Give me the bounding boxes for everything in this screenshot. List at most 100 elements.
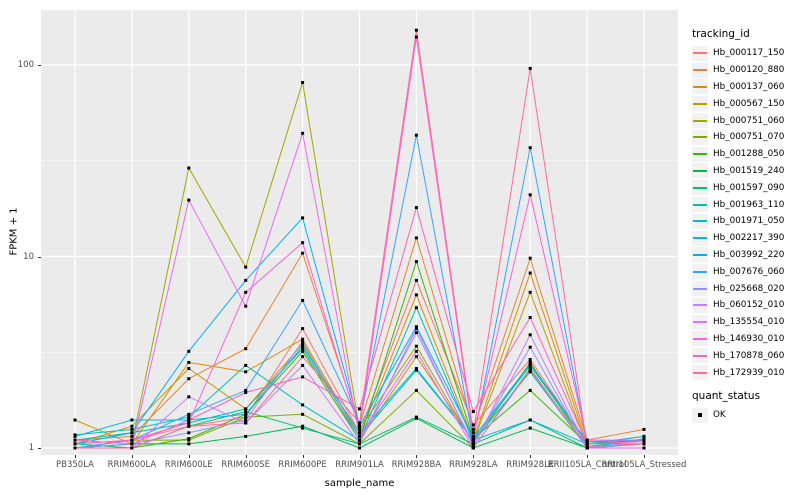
legend-entry-Hb_000751_060: Hb_000751_060 bbox=[692, 112, 798, 129]
legend-key-line-icon bbox=[692, 197, 708, 213]
series-color-line bbox=[693, 153, 707, 156]
legend-entry-Hb_025668_020: Hb_025668_020 bbox=[692, 280, 798, 297]
legend-title-tracking-id: tracking_id bbox=[692, 28, 750, 40]
data-point bbox=[358, 407, 361, 411]
points-Hb_172939_010 bbox=[73, 28, 646, 450]
series-color-line bbox=[693, 102, 707, 105]
legend-key-line-icon bbox=[692, 230, 708, 246]
x-tick-mark bbox=[131, 455, 133, 458]
legend-label: Hb_060152_010 bbox=[713, 300, 785, 311]
data-point bbox=[528, 333, 532, 337]
data-point bbox=[244, 278, 248, 282]
x-tick-mark bbox=[302, 455, 304, 458]
x-tick-mark bbox=[473, 455, 475, 458]
data-point bbox=[414, 236, 418, 240]
series-color-line bbox=[693, 136, 707, 139]
x-tick-label-PB350LA: PB350LA bbox=[56, 460, 94, 470]
data-point bbox=[244, 412, 248, 416]
data-point bbox=[244, 265, 248, 269]
data-point bbox=[301, 355, 305, 359]
x-tick-mark bbox=[416, 455, 418, 458]
data-point bbox=[130, 438, 134, 442]
data-point bbox=[244, 421, 248, 425]
data-point bbox=[301, 344, 305, 348]
data-point bbox=[301, 349, 305, 353]
data-point bbox=[414, 388, 418, 392]
data-point bbox=[358, 427, 361, 431]
data-point bbox=[187, 424, 191, 428]
data-point bbox=[73, 446, 77, 450]
data-point bbox=[187, 415, 191, 419]
x-axis-title: sample_name bbox=[324, 478, 395, 489]
legend-label: Hb_025668_020 bbox=[713, 283, 785, 294]
legend-title-quant-status: quant_status bbox=[692, 389, 761, 402]
legend-entry-Hb_000117_150: Hb_000117_150 bbox=[692, 45, 798, 62]
data-point bbox=[528, 271, 532, 275]
data-point bbox=[528, 362, 532, 366]
legend-label: Hb_000120_880 bbox=[713, 65, 785, 76]
data-point bbox=[471, 442, 475, 446]
data-point bbox=[414, 355, 418, 359]
x-tick-mark bbox=[75, 455, 76, 458]
data-point bbox=[585, 444, 589, 448]
data-point bbox=[130, 424, 134, 428]
legend-entry-Hb_001963_110: Hb_001963_110 bbox=[692, 196, 798, 213]
data-point bbox=[301, 412, 305, 416]
data-point bbox=[471, 423, 475, 427]
legend-key-line-icon bbox=[692, 180, 708, 196]
legend-entry-Hb_000567_150: Hb_000567_150 bbox=[692, 95, 798, 112]
series-color-line bbox=[693, 119, 707, 122]
legend-label: Hb_146930_010 bbox=[713, 333, 785, 344]
x-tick-mark bbox=[530, 455, 532, 458]
data-point bbox=[471, 431, 475, 435]
data-point bbox=[642, 427, 646, 431]
x-tick-label-RRIM600LE: RRIM600LE bbox=[164, 460, 213, 470]
legend-key-line-icon bbox=[692, 163, 708, 179]
series-color-line bbox=[693, 321, 707, 324]
x-tick-label-RRIM928LA: RRIM928LA bbox=[448, 460, 498, 470]
legend-key-line-icon bbox=[692, 79, 708, 95]
series-color-line bbox=[693, 253, 707, 256]
legend-label: Hb_001597_090 bbox=[713, 182, 785, 193]
data-point bbox=[414, 206, 418, 210]
data-point bbox=[358, 446, 361, 450]
y-tick-label: 100 bbox=[17, 60, 34, 70]
x-tick-mark bbox=[359, 455, 361, 458]
legend-label: Hb_000117_150 bbox=[713, 48, 785, 59]
legend-label: Hb_001963_110 bbox=[713, 199, 785, 210]
data-point bbox=[73, 418, 77, 422]
data-point bbox=[642, 440, 646, 444]
data-point bbox=[187, 367, 191, 370]
series-color-line bbox=[693, 69, 707, 72]
data-point bbox=[358, 424, 361, 428]
data-point bbox=[414, 278, 418, 282]
data-point bbox=[528, 193, 532, 197]
series-color-line bbox=[693, 220, 707, 223]
x-tick-label-RRIM600LA: RRIM600LA bbox=[107, 460, 157, 470]
data-point bbox=[528, 256, 532, 260]
series-color-line bbox=[693, 337, 707, 340]
data-point bbox=[187, 412, 191, 416]
data-point bbox=[73, 438, 77, 442]
legend-entry-Hb_002217_390: Hb_002217_390 bbox=[692, 230, 798, 247]
legend-key-line-icon bbox=[692, 365, 708, 381]
legend-entry-Hb_172939_010: Hb_172939_010 bbox=[692, 364, 798, 381]
data-point bbox=[187, 431, 191, 435]
legend-key-line-icon bbox=[692, 45, 708, 61]
legend-label: Hb_000751_060 bbox=[713, 115, 785, 126]
data-point bbox=[73, 434, 77, 438]
x-tick-label-RRII105LA_Control: RRII105LA_Control bbox=[547, 460, 627, 470]
legend-entry-Hb_000137_060: Hb_000137_060 bbox=[692, 79, 798, 96]
data-point bbox=[187, 377, 191, 381]
data-point bbox=[130, 431, 134, 435]
legend-key-line-icon bbox=[692, 213, 708, 229]
series-color-line bbox=[693, 354, 707, 357]
data-point bbox=[301, 327, 305, 331]
series-color-line bbox=[693, 371, 707, 374]
data-point bbox=[414, 327, 418, 331]
y-tick-label: 1 bbox=[28, 443, 34, 453]
legend-entry-Hb_000120_880: Hb_000120_880 bbox=[692, 62, 798, 79]
legend-label: Hb_000567_150 bbox=[713, 98, 785, 109]
y-tick-label: 10 bbox=[23, 251, 34, 262]
x-tick-label-RRIM901LA: RRIM901LA bbox=[335, 460, 384, 470]
